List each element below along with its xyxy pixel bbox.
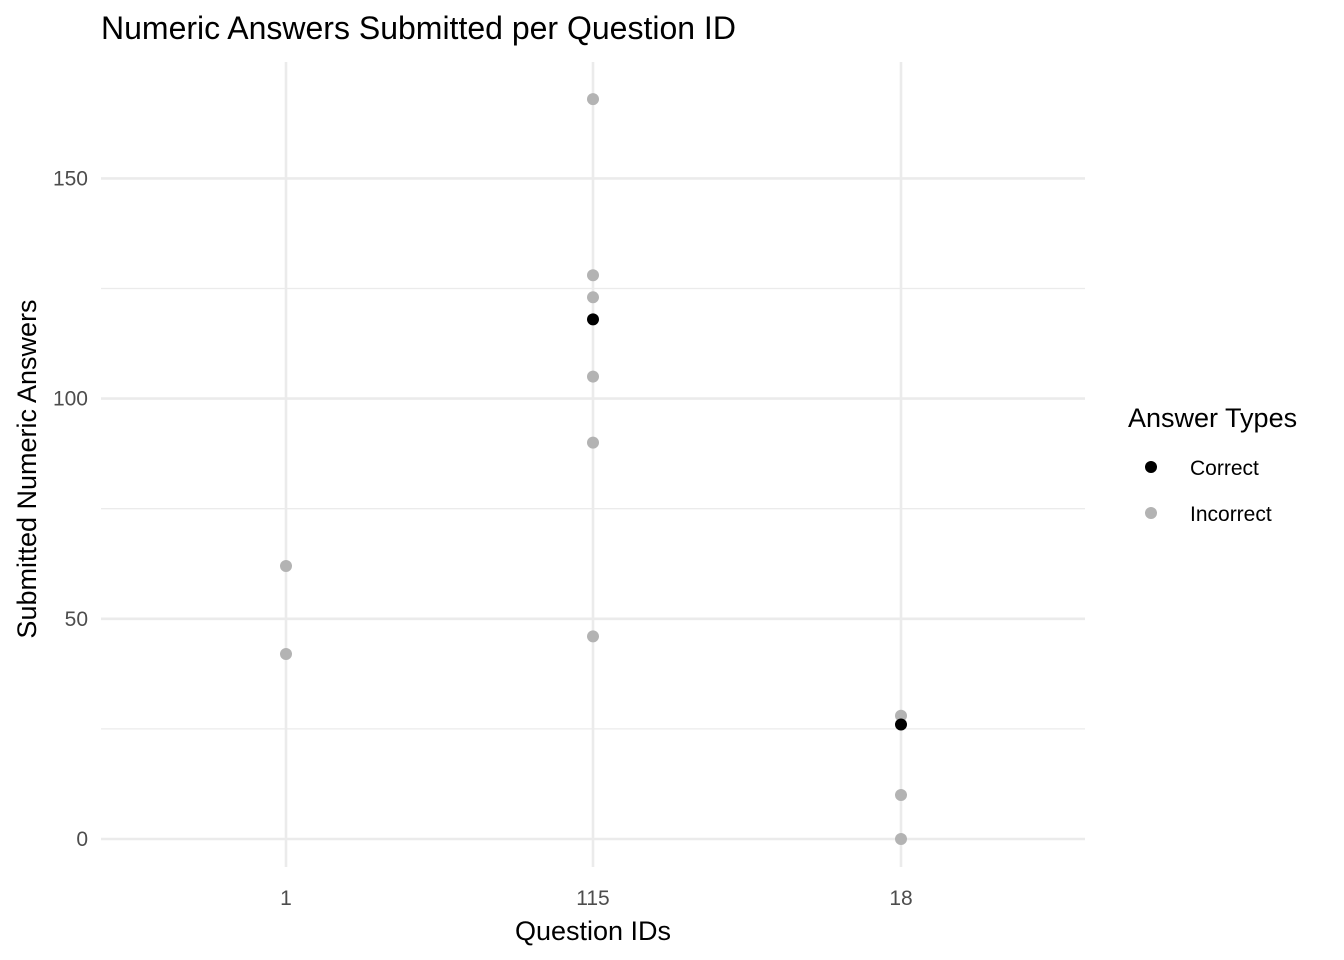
data-point-incorrect bbox=[280, 648, 292, 661]
data-point-incorrect bbox=[587, 370, 599, 383]
data-points bbox=[280, 93, 907, 845]
y-tick-label: 0 bbox=[76, 828, 88, 851]
data-point-incorrect bbox=[587, 269, 599, 282]
data-point-incorrect bbox=[587, 291, 599, 304]
data-point-incorrect bbox=[587, 630, 599, 643]
x-tick-label: 115 bbox=[576, 887, 609, 910]
legend-correct-label: Correct bbox=[1190, 457, 1259, 480]
y-axis-title: Submitted Numeric Answers bbox=[12, 299, 42, 638]
x-tick-label: 18 bbox=[889, 887, 912, 910]
data-point-incorrect bbox=[895, 709, 907, 722]
legend-incorrect-swatch bbox=[1145, 507, 1157, 519]
data-point-correct bbox=[895, 718, 907, 731]
y-tick-label: 50 bbox=[65, 608, 88, 631]
data-point-incorrect bbox=[587, 436, 599, 449]
legend-incorrect-label: Incorrect bbox=[1190, 503, 1272, 526]
x-tick-label: 1 bbox=[280, 887, 292, 910]
data-point-incorrect bbox=[895, 833, 907, 845]
data-point-incorrect bbox=[895, 788, 907, 801]
y-tick-label: 150 bbox=[53, 167, 88, 190]
legend: Answer Types Correct Incorrect bbox=[1128, 403, 1297, 526]
y-tick-label: 100 bbox=[53, 388, 88, 411]
tick-labels: 0 50 100 150 1 115 18 bbox=[53, 167, 913, 910]
data-point-incorrect bbox=[280, 559, 292, 572]
legend-title: Answer Types bbox=[1128, 403, 1297, 433]
data-point-incorrect bbox=[587, 93, 599, 106]
legend-correct-swatch bbox=[1145, 461, 1157, 473]
data-point-correct bbox=[587, 313, 599, 326]
grid bbox=[101, 62, 1085, 867]
chart-title: Numeric Answers Submitted per Question I… bbox=[101, 10, 736, 46]
x-axis-title: Question IDs bbox=[515, 916, 671, 946]
